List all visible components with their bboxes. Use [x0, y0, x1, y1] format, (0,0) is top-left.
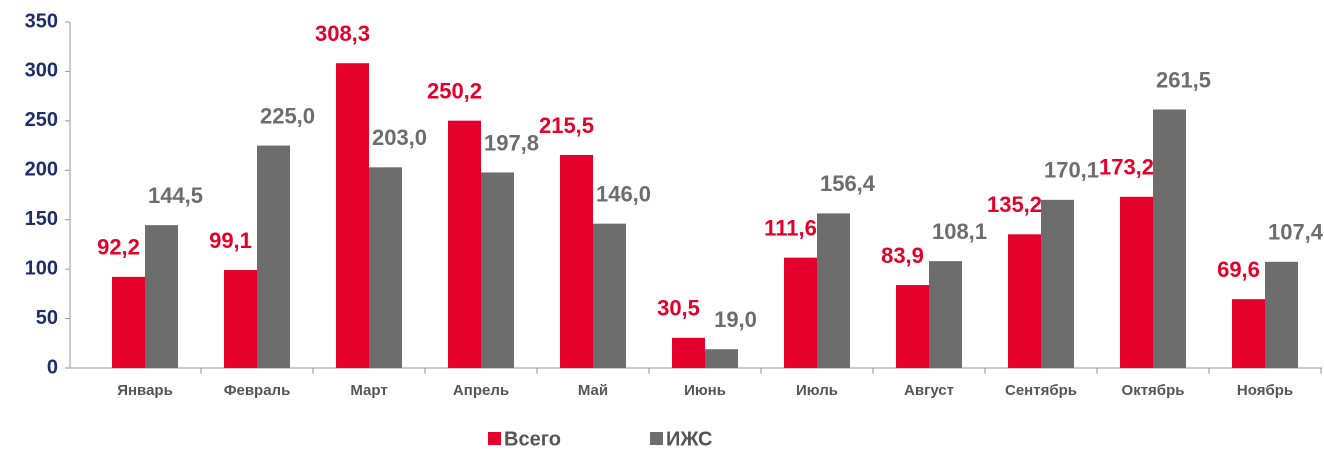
value-label: 203,0 [372, 125, 427, 150]
y-tick-label: 350 [25, 10, 58, 32]
x-tick-label: Август [904, 382, 954, 399]
value-label: 308,3 [315, 21, 370, 46]
value-label: 144,5 [148, 183, 203, 208]
x-tick-label: Ноябрь [1237, 382, 1293, 399]
value-label: 107,4 [1268, 220, 1324, 245]
legend-swatch [650, 432, 663, 445]
bar [817, 213, 850, 368]
value-label: 156,4 [820, 171, 876, 196]
bar [1232, 299, 1265, 368]
bar [1153, 109, 1186, 368]
value-label: 30,5 [657, 296, 700, 321]
value-label: 225,0 [260, 103, 315, 128]
bar [672, 337, 705, 368]
y-tick-label: 150 [25, 208, 58, 230]
y-tick-label: 200 [25, 159, 58, 181]
bar [448, 120, 481, 369]
bar [224, 270, 257, 368]
value-label: 83,9 [881, 243, 924, 268]
bar [1041, 199, 1074, 368]
bar [369, 167, 402, 368]
bar [257, 145, 290, 368]
x-tick-label: Июнь [684, 382, 726, 399]
value-label: 261,5 [1156, 67, 1211, 92]
y-tick-label: 300 [25, 60, 58, 82]
value-label: 19,0 [714, 307, 757, 332]
value-label: 173,2 [1099, 155, 1154, 180]
x-tick-label: Май [578, 382, 608, 399]
value-label: 92,2 [97, 235, 140, 260]
x-tick-label: Январь [117, 382, 173, 399]
bar [593, 223, 626, 368]
x-tick-label: Февраль [224, 382, 291, 399]
x-tick-label: Сентябрь [1005, 382, 1077, 399]
legend-label: ИЖС [666, 428, 712, 450]
y-tick-label: 0 [47, 356, 58, 378]
x-tick-label: Июль [796, 382, 838, 399]
value-label: 69,6 [1217, 257, 1260, 282]
legend-swatch [488, 432, 501, 445]
bar [481, 172, 514, 368]
bar [705, 349, 738, 368]
value-label: 197,8 [484, 130, 539, 155]
value-label: 111,6 [764, 215, 817, 240]
bar [929, 261, 962, 368]
bar [1265, 261, 1298, 368]
y-tick-label: 250 [25, 109, 58, 131]
value-label: 146,0 [596, 181, 651, 206]
y-tick-label: 50 [36, 307, 58, 329]
bar [784, 257, 817, 368]
value-label: 170,1 [1044, 158, 1099, 183]
y-tick-label: 100 [25, 257, 58, 279]
x-tick-label: Март [350, 382, 387, 399]
bar [145, 225, 178, 368]
x-tick-label: Апрель [453, 382, 509, 399]
value-label: 215,5 [539, 113, 594, 138]
value-label: 250,2 [427, 78, 482, 103]
bar [896, 285, 929, 368]
bar [1120, 196, 1153, 368]
bar [112, 276, 145, 368]
bar [560, 154, 593, 368]
value-label: 99,1 [209, 228, 252, 253]
value-label: 108,1 [932, 219, 987, 244]
bar [336, 63, 369, 369]
bar [1008, 234, 1041, 368]
value-label: 135,2 [987, 192, 1042, 217]
legend-label: Всего [504, 428, 561, 450]
x-tick-label: Октябрь [1122, 382, 1185, 399]
